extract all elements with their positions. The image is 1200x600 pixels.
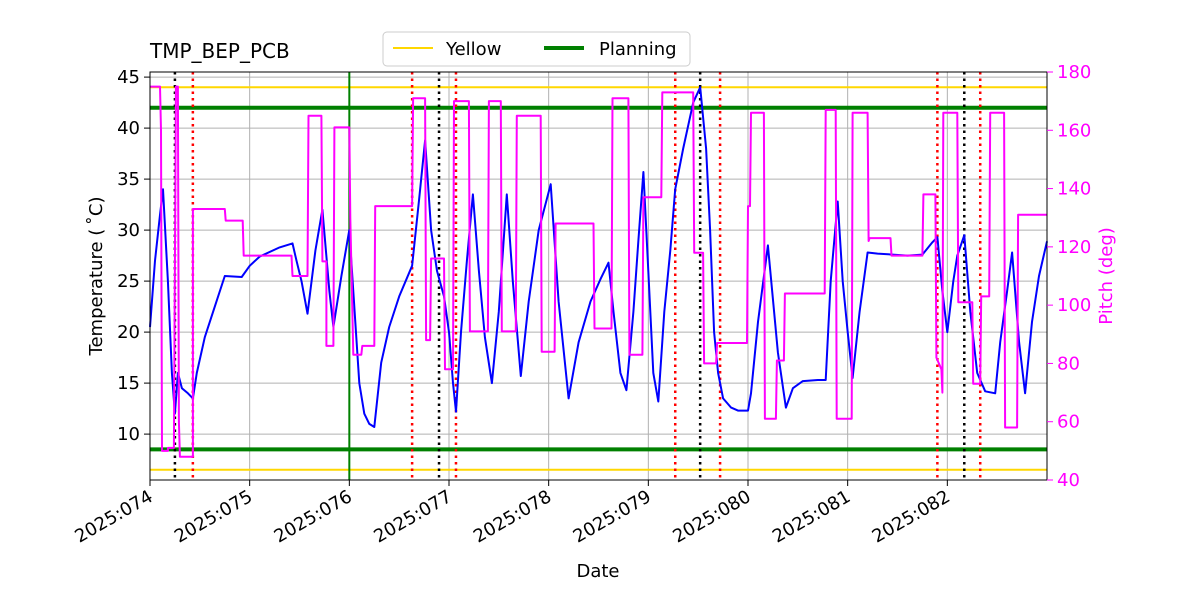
legend-label-yellow: Yellow [445,39,501,60]
y2-tick-label: 60 [1057,412,1080,433]
y-tick-label: 35 [117,169,140,190]
limit-lines [150,86,1047,471]
y-tick-label: 10 [117,424,140,445]
y2-tick-label: 120 [1057,237,1091,258]
y2-axis-label: Pitch (deg) [1096,227,1117,325]
y2-tick-label: 160 [1057,120,1091,141]
y-axis-right: 40 60 80 100 120 140 160 180 [1047,62,1091,491]
y-tick-label: 30 [117,220,140,241]
y-axis-left: 10 15 20 25 30 35 40 45 [117,67,150,445]
series-layer [149,85,1048,458]
plot-frame [149,71,1048,481]
chart-title: TMP_BEP_PCB [149,39,290,63]
y2-tick-label: 40 [1057,470,1080,491]
y2-tick-label: 80 [1057,353,1080,374]
y2-tick-label: 140 [1057,179,1091,200]
legend-box [382,31,691,67]
y-tick-label: 15 [117,373,140,394]
legend-label-planning: Planning [599,39,677,60]
y2-tick-label: 100 [1057,295,1091,316]
y-tick-label: 20 [117,322,140,343]
y2-tick-label: 180 [1057,62,1091,83]
y-tick-label: 25 [117,271,140,292]
y-tick-label: 45 [117,67,140,88]
y-tick-label: 40 [117,118,140,139]
series-line-pitch [150,85,1047,458]
legend: Yellow Planning [382,31,691,67]
x-axis-label: Date [576,561,619,582]
y-axis-label: Temperature ( ˚C) [86,197,107,357]
plot-area [150,72,1047,480]
